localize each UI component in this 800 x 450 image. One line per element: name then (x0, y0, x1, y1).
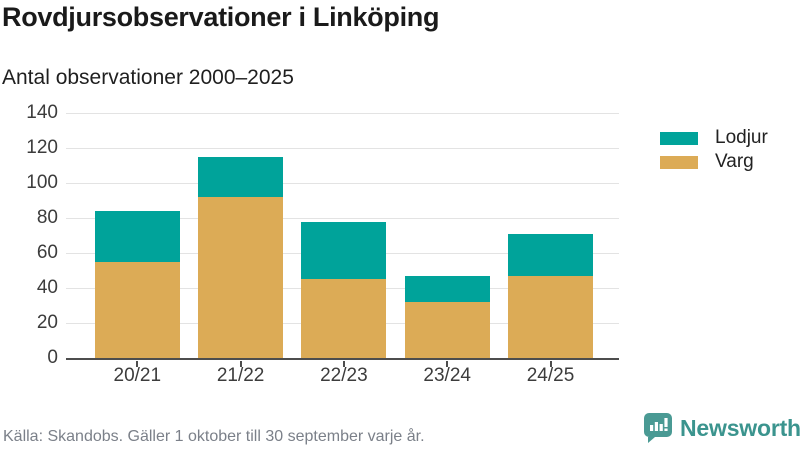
y-axis-tick-label: 0 (47, 347, 58, 368)
bar-segment-varg-23-24 (404, 302, 490, 358)
bar-segment-lodjur-23-24 (404, 275, 490, 302)
x-axis-tick-label: 22/23 (320, 365, 368, 386)
x-axis-tick-label: 20/21 (113, 365, 162, 386)
y-axis-tick-label: 40 (36, 277, 58, 298)
legend-label: Varg (715, 151, 754, 172)
x-axis-tick (446, 360, 449, 367)
x-axis-line (66, 357, 619, 360)
x-axis-tick (136, 360, 139, 367)
x-axis-tick (342, 360, 345, 367)
bar-segment-lodjur-20-21 (94, 211, 180, 262)
y-axis-tick-label: 20 (36, 312, 58, 333)
chart-subtitle: Antal observationer 2000–2025 (2, 66, 294, 89)
newsworthy-logo-icon (644, 413, 672, 443)
y-axis-tick-label: 60 (36, 242, 58, 263)
x-axis-tick (549, 360, 552, 367)
newsworthy-logo-text: Newsworthy (680, 414, 800, 441)
legend-swatch-lodjur (660, 131, 698, 145)
legend-swatch-varg (660, 155, 698, 169)
legend-item-lodjur: Lodjur (660, 126, 768, 150)
bar-segment-varg-20-21 (94, 261, 180, 358)
x-axis-tick-label: 21/22 (216, 365, 265, 386)
bar-segment-lodjur-21-22 (198, 156, 284, 197)
gridline-y120 (66, 148, 619, 149)
bar-segment-varg-22-23 (301, 279, 387, 358)
bar-segment-lodjur-24-25 (508, 233, 593, 276)
bar-segment-varg-21-22 (198, 197, 284, 358)
chart-title: Rovdjursobservationer i Linköping (2, 2, 440, 32)
y-axis-tick-label: 140 (26, 102, 58, 123)
gridline-y80 (66, 218, 619, 219)
bar-segment-varg-24-25 (508, 275, 593, 358)
gridline-y140 (66, 113, 619, 114)
y-axis-tick-label: 100 (26, 172, 58, 193)
legend-label: Lodjur (715, 127, 768, 148)
legend: Lodjur Varg (660, 126, 768, 174)
x-axis-tick (239, 360, 242, 367)
x-axis-tick-label: 23/24 (423, 365, 471, 386)
newsworthy-logo[interactable]: Newsworthy (643, 412, 800, 444)
source-note: Källa: Skandobs. Gäller 1 oktober till 3… (3, 428, 425, 445)
bar-segment-lodjur-22-23 (301, 221, 387, 280)
legend-item-varg: Varg (660, 150, 768, 174)
x-axis-tick-label: 24/25 (526, 365, 575, 386)
y-axis-tick-label: 80 (36, 207, 58, 228)
y-axis-tick-label: 120 (26, 137, 58, 158)
gridline-y100 (66, 183, 619, 184)
